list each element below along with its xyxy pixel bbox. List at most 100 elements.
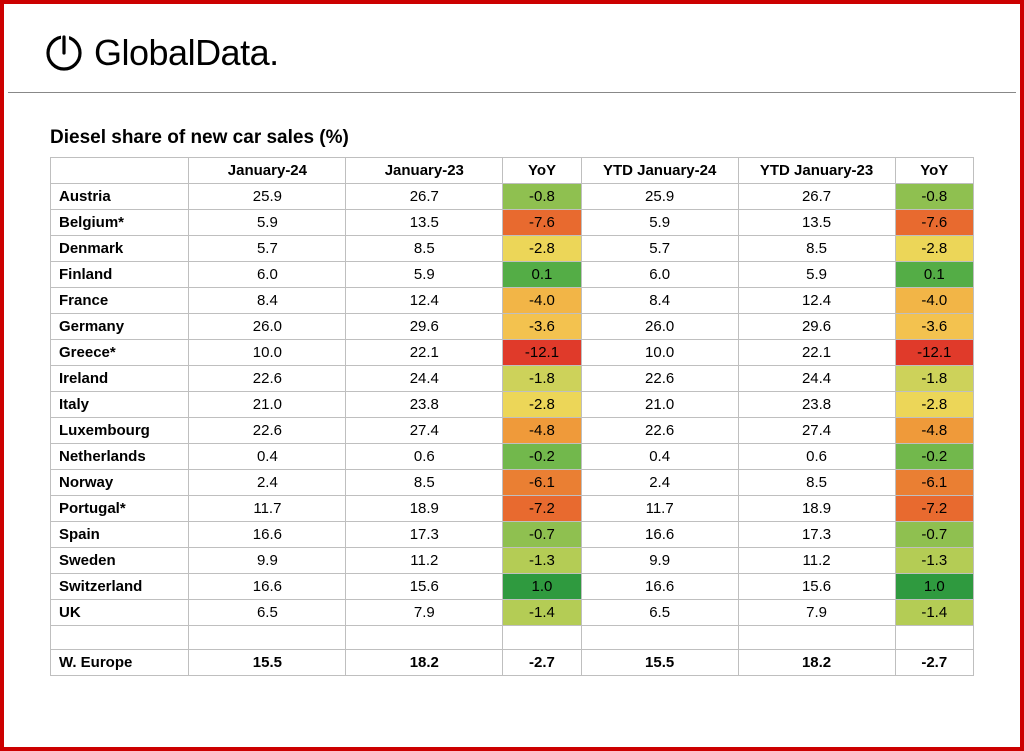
cell-yoy1: -0.8 xyxy=(503,184,581,210)
col-country xyxy=(51,158,189,184)
cell-yoy1: -4.0 xyxy=(503,288,581,314)
table-row: Germany26.029.6-3.626.029.6-3.6 xyxy=(51,314,974,340)
table-row: Finland6.05.90.16.05.90.1 xyxy=(51,262,974,288)
cell-jan23: 8.5 xyxy=(346,236,503,262)
cell-jan23: 27.4 xyxy=(346,418,503,444)
table-row: Italy21.023.8-2.821.023.8-2.8 xyxy=(51,392,974,418)
cell-yoy2: -6.1 xyxy=(895,470,973,496)
cell-country: Ireland xyxy=(51,366,189,392)
cell-yoy2: -2.8 xyxy=(895,236,973,262)
cell-country: W. Europe xyxy=(51,650,189,676)
cell-country: Portugal* xyxy=(51,496,189,522)
cell-ytd23: 15.6 xyxy=(738,574,895,600)
table-title: Diesel share of new car sales (%) xyxy=(50,127,974,149)
cell-jan23: 5.9 xyxy=(346,262,503,288)
cell-ytd23: 8.5 xyxy=(738,470,895,496)
cell-country: Spain xyxy=(51,522,189,548)
cell-ytd23: 17.3 xyxy=(738,522,895,548)
cell-ytd23: 22.1 xyxy=(738,340,895,366)
cell-yoy2: -2.8 xyxy=(895,392,973,418)
cell-yoy1: -7.2 xyxy=(503,496,581,522)
cell-ytd23: 12.4 xyxy=(738,288,895,314)
brand-logo: GlobalData. xyxy=(44,32,980,74)
cell-yoy2: -1.3 xyxy=(895,548,973,574)
cell-ytd24: 9.9 xyxy=(581,548,738,574)
cell-yoy1: -2.7 xyxy=(503,650,581,676)
cell-jan24: 11.7 xyxy=(189,496,346,522)
cell-ytd24: 21.0 xyxy=(581,392,738,418)
cell-ytd23: 11.2 xyxy=(738,548,895,574)
cell-jan24: 2.4 xyxy=(189,470,346,496)
cell-yoy2: -12.1 xyxy=(895,340,973,366)
cell-jan24: 21.0 xyxy=(189,392,346,418)
cell-yoy2: -1.8 xyxy=(895,366,973,392)
cell-jan24: 16.6 xyxy=(189,522,346,548)
cell-ytd24: 11.7 xyxy=(581,496,738,522)
cell-jan24: 6.0 xyxy=(189,262,346,288)
cell-ytd24: 5.7 xyxy=(581,236,738,262)
cell-yoy2: 1.0 xyxy=(895,574,973,600)
cell-country: UK xyxy=(51,600,189,626)
cell-yoy2: 0.1 xyxy=(895,262,973,288)
header: GlobalData. xyxy=(4,4,1020,92)
cell-ytd24: 6.0 xyxy=(581,262,738,288)
cell-jan24: 25.9 xyxy=(189,184,346,210)
table-row: France8.412.4-4.08.412.4-4.0 xyxy=(51,288,974,314)
cell-ytd23: 23.8 xyxy=(738,392,895,418)
col-yoy1: YoY xyxy=(503,158,581,184)
cell-ytd24: 2.4 xyxy=(581,470,738,496)
cell-jan24: 26.0 xyxy=(189,314,346,340)
table-row: Norway2.48.5-6.12.48.5-6.1 xyxy=(51,470,974,496)
cell-jan24: 10.0 xyxy=(189,340,346,366)
cell-country: Denmark xyxy=(51,236,189,262)
cell-ytd24: 10.0 xyxy=(581,340,738,366)
cell-yoy2: -3.6 xyxy=(895,314,973,340)
cell-jan24: 6.5 xyxy=(189,600,346,626)
cell-country: Luxembourg xyxy=(51,418,189,444)
cell-ytd23: 27.4 xyxy=(738,418,895,444)
cell-jan24: 16.6 xyxy=(189,574,346,600)
cell-yoy2: -4.0 xyxy=(895,288,973,314)
cell-jan23: 26.7 xyxy=(346,184,503,210)
cell-jan23: 13.5 xyxy=(346,210,503,236)
cell-yoy2: -7.2 xyxy=(895,496,973,522)
cell-jan23: 12.4 xyxy=(346,288,503,314)
cell-country: Sweden xyxy=(51,548,189,574)
globaldata-logo-icon xyxy=(44,33,84,73)
brand-name: GlobalData. xyxy=(94,32,279,74)
cell-ytd24: 26.0 xyxy=(581,314,738,340)
cell-jan24: 5.9 xyxy=(189,210,346,236)
cell-jan24: 8.4 xyxy=(189,288,346,314)
table-row: Spain16.617.3-0.716.617.3-0.7 xyxy=(51,522,974,548)
cell-yoy1: 1.0 xyxy=(503,574,581,600)
cell-ytd23: 13.5 xyxy=(738,210,895,236)
cell-ytd24: 15.5 xyxy=(581,650,738,676)
cell-jan24: 22.6 xyxy=(189,366,346,392)
cell-yoy1: -3.6 xyxy=(503,314,581,340)
cell-jan23: 8.5 xyxy=(346,470,503,496)
table-row: Switzerland16.615.61.016.615.61.0 xyxy=(51,574,974,600)
cell-country: Norway xyxy=(51,470,189,496)
cell-jan23: 18.9 xyxy=(346,496,503,522)
table-row: Ireland22.624.4-1.822.624.4-1.8 xyxy=(51,366,974,392)
cell-jan24: 9.9 xyxy=(189,548,346,574)
cell-country: Greece* xyxy=(51,340,189,366)
cell-yoy1: -4.8 xyxy=(503,418,581,444)
cell-jan24: 5.7 xyxy=(189,236,346,262)
cell-country: Switzerland xyxy=(51,574,189,600)
cell-yoy2: -0.7 xyxy=(895,522,973,548)
cell-ytd23: 26.7 xyxy=(738,184,895,210)
table-row: Portugal*11.718.9-7.211.718.9-7.2 xyxy=(51,496,974,522)
cell-ytd23: 7.9 xyxy=(738,600,895,626)
col-ytd24: YTD January-24 xyxy=(581,158,738,184)
cell-yoy1: -12.1 xyxy=(503,340,581,366)
cell-jan23: 15.6 xyxy=(346,574,503,600)
cell-jan23: 0.6 xyxy=(346,444,503,470)
cell-ytd23: 29.6 xyxy=(738,314,895,340)
cell-country: Italy xyxy=(51,392,189,418)
table-row: Greece*10.022.1-12.110.022.1-12.1 xyxy=(51,340,974,366)
table-row: Belgium*5.913.5-7.65.913.5-7.6 xyxy=(51,210,974,236)
col-jan24: January-24 xyxy=(189,158,346,184)
cell-ytd23: 24.4 xyxy=(738,366,895,392)
cell-country: Netherlands xyxy=(51,444,189,470)
